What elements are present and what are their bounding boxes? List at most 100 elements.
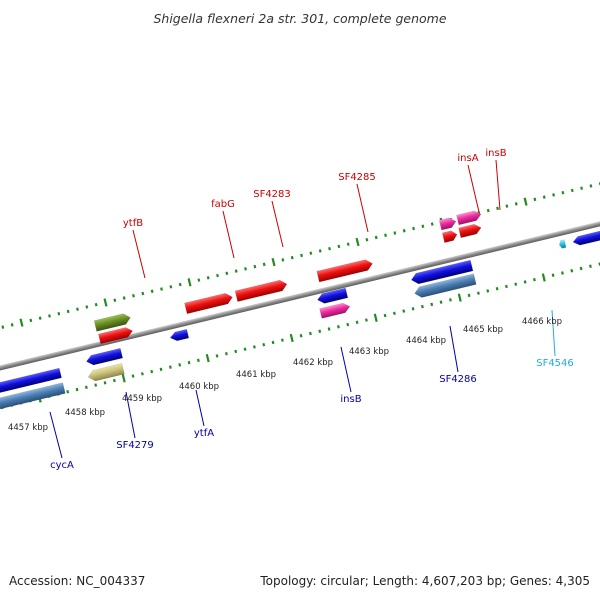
forward-tick-minor (365, 238, 369, 242)
forward-tick-major (271, 257, 276, 267)
forward-tick-minor (94, 302, 98, 307)
reverse-tick-minor (318, 329, 322, 333)
forward-tick-minor (384, 233, 387, 237)
SF4283-gene (234, 279, 288, 302)
feature-labels: ytfB fabG SF4283 SF4285 insA insB cycA SF4279 yt… (50, 148, 574, 471)
insB-reverse-gene (317, 287, 349, 304)
sf4546-label: SF4546 (536, 358, 574, 369)
forward-tick-major (103, 298, 108, 307)
SF4286-gene-annotation (414, 273, 477, 298)
reverse-tick-minor (364, 318, 368, 322)
label-leader-lines (49, 159, 556, 459)
reverse-tick-major (373, 313, 378, 322)
forward-tick-minor (402, 229, 406, 233)
insB-gene-annotation (456, 210, 482, 226)
reverse-tick-major (541, 273, 546, 282)
reverse-tick-minor (430, 302, 434, 307)
ytfA-gene (169, 328, 190, 342)
reverse-tick-minor (486, 289, 490, 293)
reverse-tick-minor (411, 307, 415, 311)
cyca-reverse-leader-line (49, 411, 63, 459)
reverse-tick-minor (402, 309, 406, 313)
reverse-tick-minor (393, 311, 396, 316)
forward-tick-major (355, 237, 360, 247)
genome-summary-text: Topology: circular; Length: 4,607,203 bp… (259, 574, 590, 588)
forward-tick-minor (533, 197, 537, 202)
reverse-tick-minor (131, 374, 135, 378)
scale-label: 4465 kbp (463, 325, 503, 335)
fabg-label: fabG (211, 199, 235, 210)
sf4546-leader-line (551, 309, 556, 357)
sf4285-leader-line (356, 183, 369, 233)
reverse-tick-minor (383, 313, 387, 318)
cycA-gene-annotation (0, 382, 66, 437)
forward-tick-minor (160, 287, 163, 291)
SF4279-gene (86, 347, 123, 366)
scale-label: 4461 kbp (236, 370, 276, 380)
forward-tick-minor (132, 294, 135, 298)
reverse-tick-minor (159, 367, 163, 372)
scale-label: 4464 kbp (406, 336, 446, 346)
insA-gene (441, 230, 458, 243)
forward-tick-minor (346, 242, 350, 246)
reverse-tick-minor (449, 298, 452, 302)
ytfB-gene-annotation (93, 313, 131, 332)
reverse-tick-minor (262, 342, 266, 347)
forward-tick-major (187, 278, 192, 287)
reverse-tick-minor (84, 385, 88, 389)
SF4546-gene (559, 239, 567, 249)
reverse-tick-minor (271, 340, 275, 345)
reverse-tick-minor (215, 354, 219, 358)
SF4286-gene (411, 259, 474, 285)
forward-tick-minor (262, 262, 266, 267)
forward-tick-minor (300, 253, 303, 258)
forward-tick-minor (234, 269, 238, 273)
reverse-tick-minor (467, 293, 471, 298)
scale-label: 4459 kbp (122, 394, 162, 404)
fabg-leader-line (222, 210, 235, 259)
forward-tick-minor (393, 231, 397, 235)
reverse-tick-minor (308, 331, 312, 336)
reverse-tick-minor (570, 269, 574, 273)
reverse-tick-minor (533, 277, 536, 282)
forward-tick-minor (1, 325, 5, 329)
reverse-tick-minor (187, 360, 191, 365)
forward-tick-minor (48, 314, 51, 318)
reverse-tick-minor (495, 286, 499, 291)
fabG-gene (184, 292, 233, 315)
scale-label: 4466 kbp (522, 317, 562, 327)
insa-leader-line (467, 164, 480, 213)
forward-tick-minor (244, 267, 247, 271)
SF4285-gene (316, 259, 373, 283)
reverse-tick-minor (280, 338, 284, 342)
forward-tick-minor (328, 246, 331, 251)
scale-label: 4457 kbp (8, 423, 48, 433)
reverse-tick-minor (327, 327, 331, 331)
forward-tick-minor (85, 305, 89, 309)
reverse-tick-minor (477, 291, 480, 295)
forward-tick-minor (412, 226, 415, 231)
reverse-tick-minor (112, 378, 116, 383)
forward-tick-minor (561, 190, 565, 195)
scale-labels: 4457 kbp 4458 kbp 4459 kbp 4460 kbp 4461 kbp… (8, 317, 562, 433)
forward-tick-minor (552, 193, 555, 197)
forward-tick-minor (589, 184, 593, 188)
reverse-tick-major (205, 354, 210, 363)
forward-tick-minor (309, 251, 313, 255)
forward-tick-track (1, 181, 600, 329)
reverse-tick-minor (439, 300, 443, 304)
forward-tick-minor (253, 264, 257, 269)
sf4285-label: SF4285 (338, 172, 376, 183)
forward-tick-minor (318, 249, 322, 253)
ytfb-leader-line (132, 229, 146, 279)
reverse-tick-minor (224, 351, 228, 356)
forward-tick-minor (580, 186, 583, 190)
sf4286-reverse-label: SF4286 (439, 374, 477, 385)
forward-tick-minor (197, 278, 201, 282)
forward-tick-minor (206, 276, 210, 280)
sf4279-reverse-label: SF4279 (116, 440, 154, 451)
forward-tick-minor (122, 296, 126, 300)
reverse-tick-minor (336, 325, 340, 329)
reverse-tick-minor (523, 280, 527, 284)
reverse-tick-minor (140, 372, 144, 376)
